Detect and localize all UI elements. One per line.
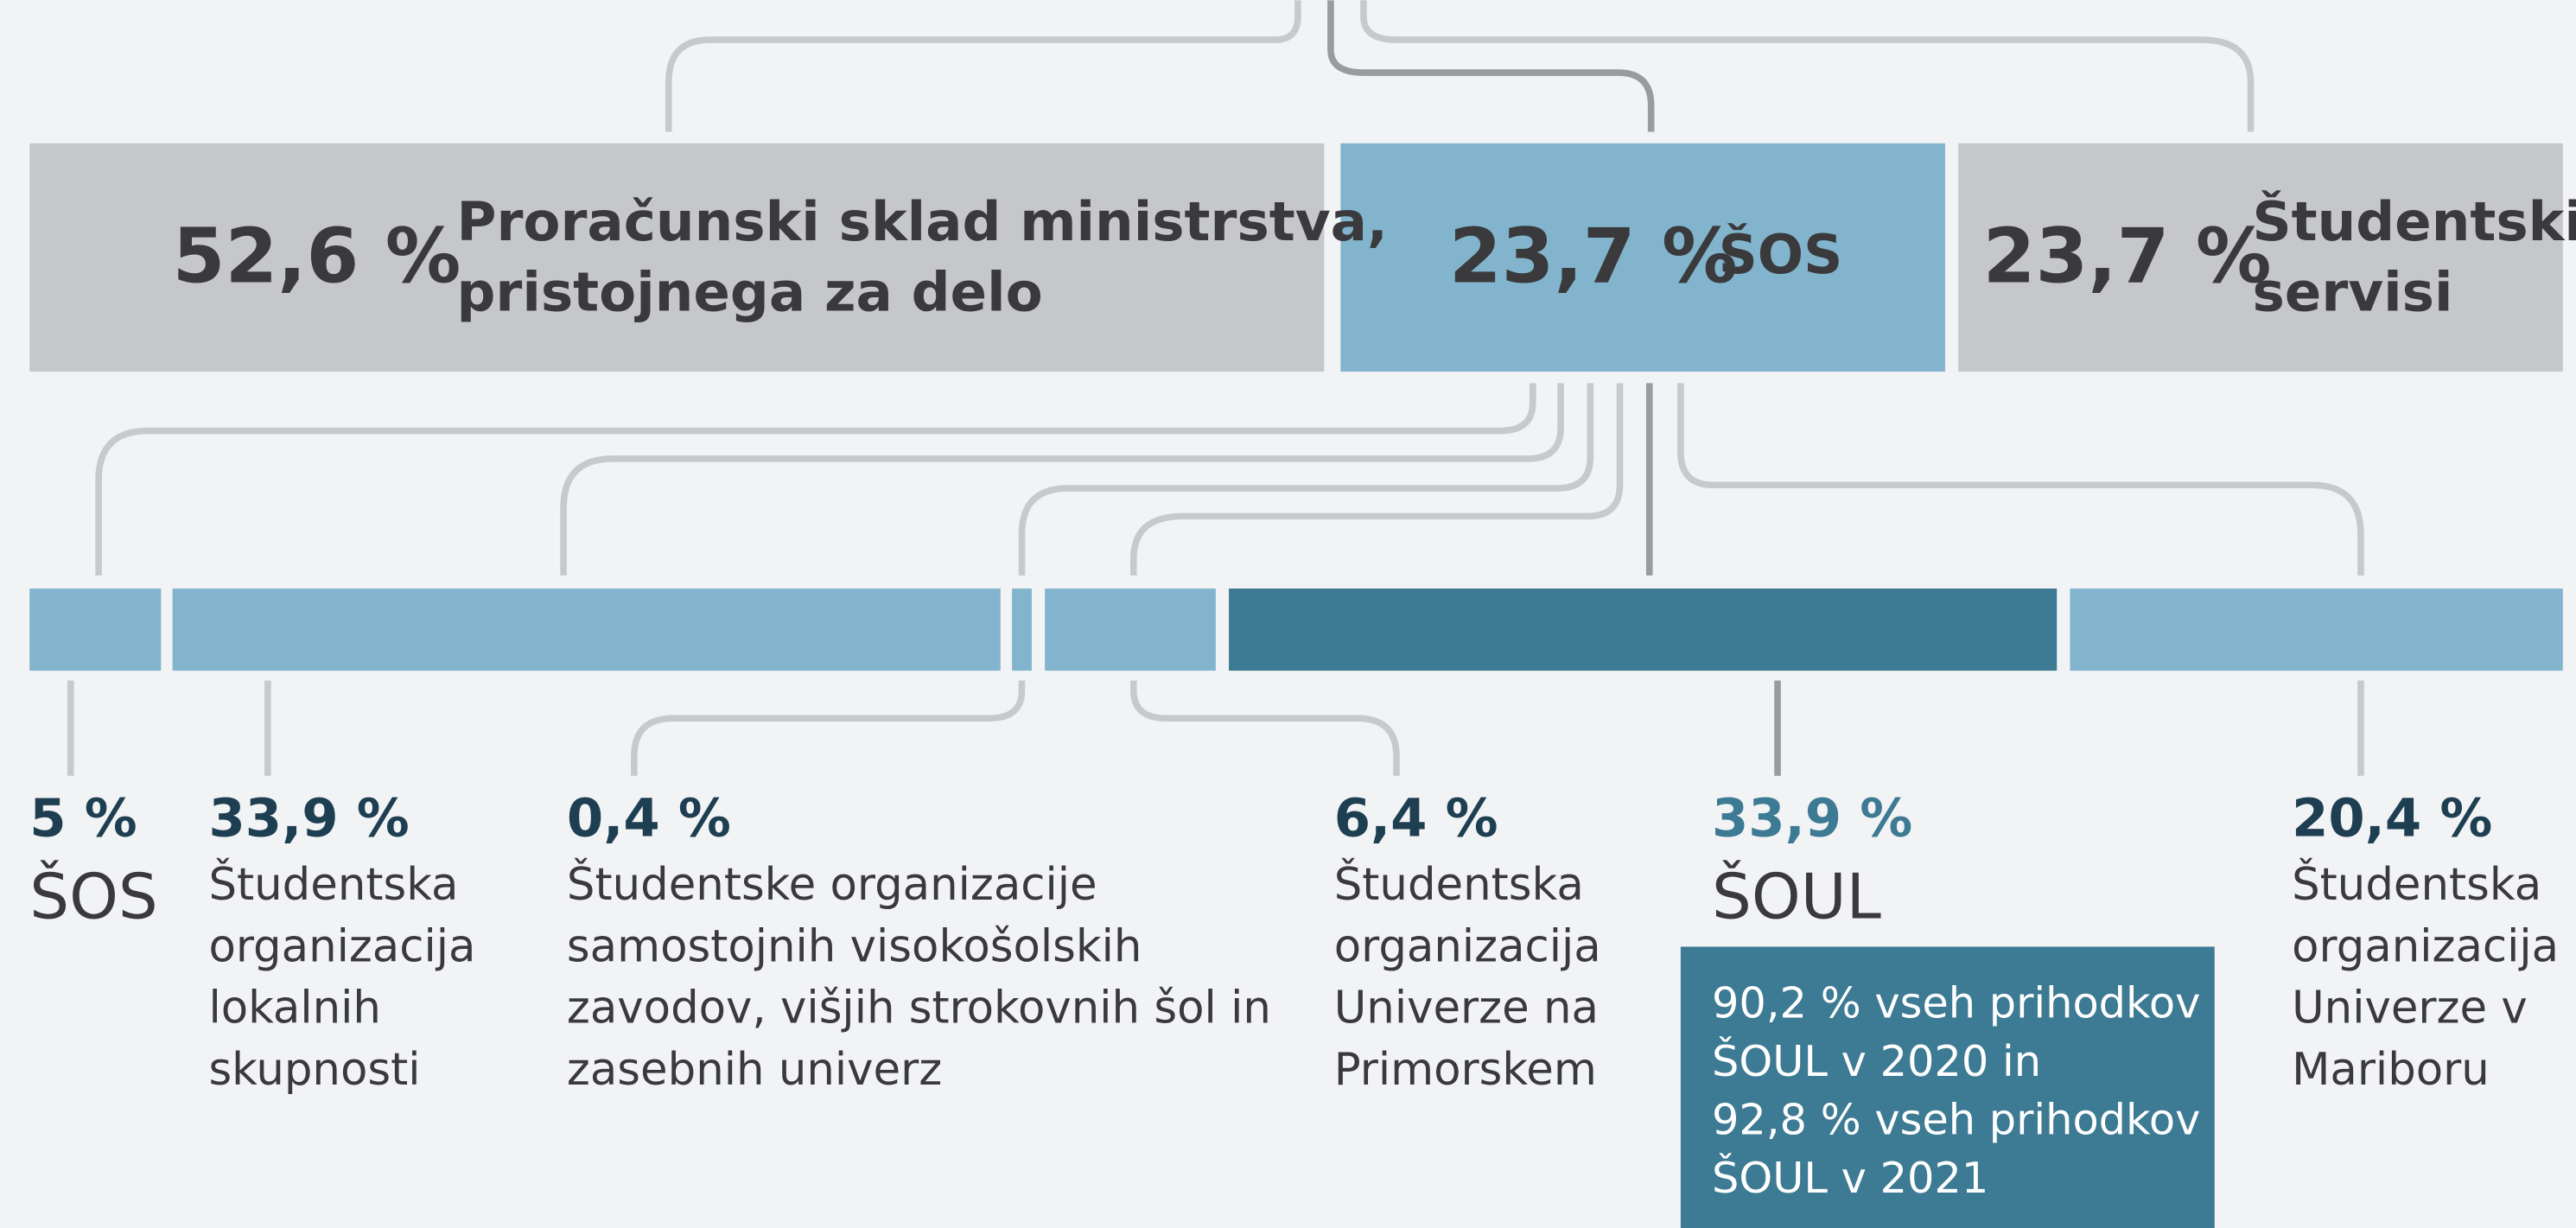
segment-percent: 6,4 % [1334,789,1498,849]
segment [172,589,1001,671]
segment-percent: 0,4 % [567,789,731,849]
segment-label: Univerze v [2292,983,2528,1034]
note-text: ŠOUL v 2020 in [1712,1035,2041,1086]
segment-label: Študentska [1334,857,1584,911]
segment-label: lokalnih [208,983,381,1034]
box-percent: 52,6 % [173,213,461,301]
box [29,143,1325,372]
box-label: pristojnega za delo [457,261,1043,324]
connector [631,680,1026,776]
segment [29,589,162,671]
segment-percent: 33,9 % [1712,789,1912,849]
segment-label: organizacija [1334,920,1601,972]
box-label: Študentski [2252,190,2576,253]
segment-label: Študentske organizacije [567,857,1097,911]
connector [95,383,1536,576]
segment-percent: 20,4 % [2292,789,2492,849]
segment-label: Študentska [208,857,458,911]
connector [1677,383,2364,576]
segment [1045,589,1216,671]
box-percent: 23,7 % [1983,213,2272,301]
segment-label: samostojnih visokošolskih [567,920,1142,972]
box-label: Proračunski sklad ministrstva, [457,190,1388,253]
note-text: ŠOUL v 2021 [1712,1152,1988,1203]
box-percent: 23,7 % [1449,213,1738,301]
segment [1229,589,2058,671]
connector [560,383,1564,576]
segment [2070,589,2563,671]
segment-label: organizacija [208,920,475,972]
box [1340,143,1945,372]
segment-label: skupnosti [208,1044,420,1096]
box-label: servisi [2252,261,2452,324]
segment-percent: 33,9 % [208,789,409,849]
note-text: 92,8 % vseh prihodkov [1712,1094,2200,1144]
note-box [1680,946,2215,1228]
connector [1360,0,2255,132]
segment-label: ŠOS [29,859,158,933]
connector [665,0,1301,132]
box [1958,143,2563,372]
segment-label: Mariboru [2292,1044,2490,1096]
note-text: 90,2 % vseh prihodkov [1712,977,2200,1028]
segment-label: Primorskem [1334,1044,1597,1096]
connector [1327,0,1655,132]
segment [1012,589,1032,671]
segment-percent: 5 % [29,789,137,849]
segment-label: Študentska [2292,857,2541,911]
segment-label: Univerze na [1334,983,1599,1034]
segment-label: zasebnih univerz [567,1044,942,1096]
segment-label: ŠOUL [1712,859,1881,933]
box-label: ŠOS [1719,223,1843,286]
segment-label: organizacija [2292,920,2559,972]
segment-label: zavodov, višjih strokovnih šol in [567,983,1271,1034]
connector [1129,383,1624,576]
connector [1129,680,1400,776]
connector [1018,383,1594,576]
